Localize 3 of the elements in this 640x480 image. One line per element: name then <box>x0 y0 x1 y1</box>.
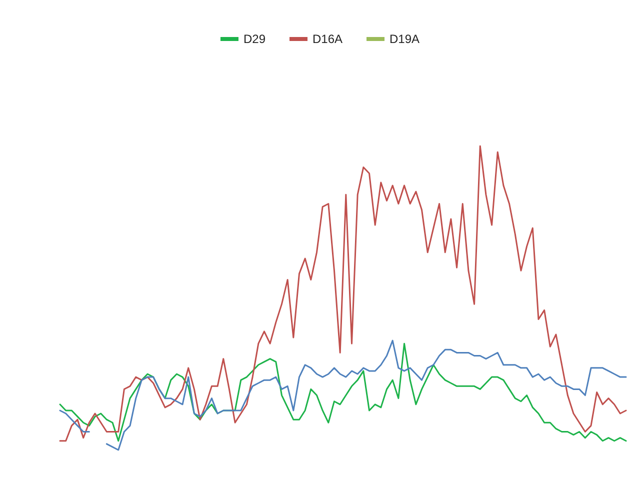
legend-label: D16A <box>312 32 343 46</box>
legend-label: D19A <box>390 32 420 46</box>
legend-label: D29 <box>243 32 266 46</box>
